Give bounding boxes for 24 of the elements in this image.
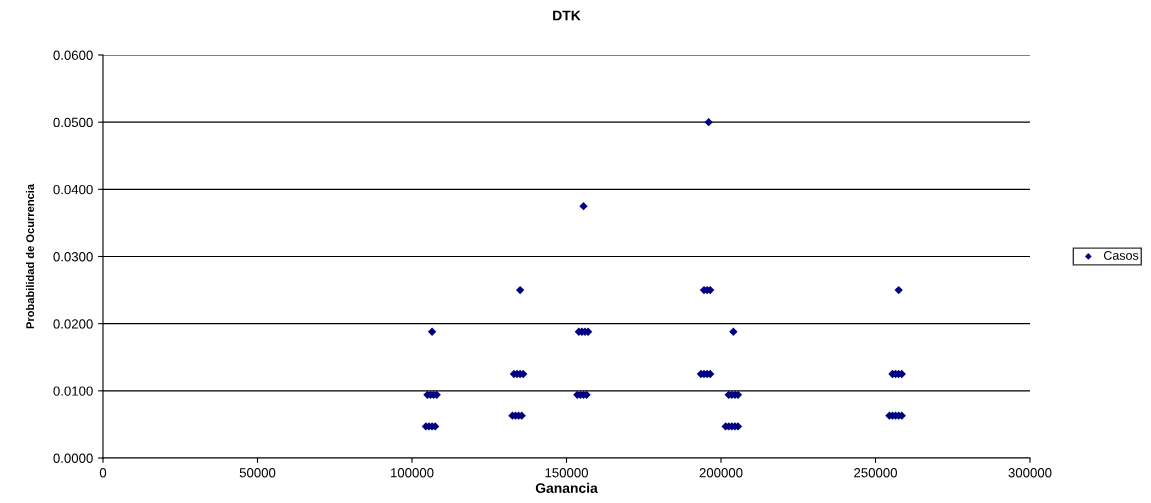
y-tick-label: 0.0300: [53, 252, 93, 262]
y-tick-label: 0.0400: [53, 184, 93, 195]
y-tick-label: 0.0100: [53, 386, 93, 396]
y-axis-title: Probabilidad de Ocurrencia: [25, 183, 35, 329]
point: [579, 201, 588, 211]
x-tick-label: 250000: [854, 468, 897, 478]
y-tick-label: 0.0200: [53, 319, 93, 329]
point: [515, 285, 525, 295]
x-tick-label: 50000: [239, 468, 276, 478]
x-tick-label: 150000: [545, 468, 588, 478]
x-tick-label: 300000: [1008, 468, 1052, 478]
point: [894, 285, 903, 295]
point: [704, 118, 713, 127]
y-tick-label: 0.0600: [53, 50, 93, 60]
legend-label: Casos: [1103, 251, 1139, 260]
y-tick-label: 0.0000: [53, 453, 93, 463]
y-tick-label: 0.0500: [53, 117, 93, 128]
x-tick-label: 0: [99, 468, 107, 478]
point: [729, 327, 738, 336]
point: [427, 327, 437, 336]
x-tick-label: 100000: [390, 468, 434, 478]
x-tick-label: 200000: [699, 468, 743, 478]
x-axis-title: Ganancia: [535, 482, 598, 493]
chart-title: DTK: [553, 10, 581, 21]
